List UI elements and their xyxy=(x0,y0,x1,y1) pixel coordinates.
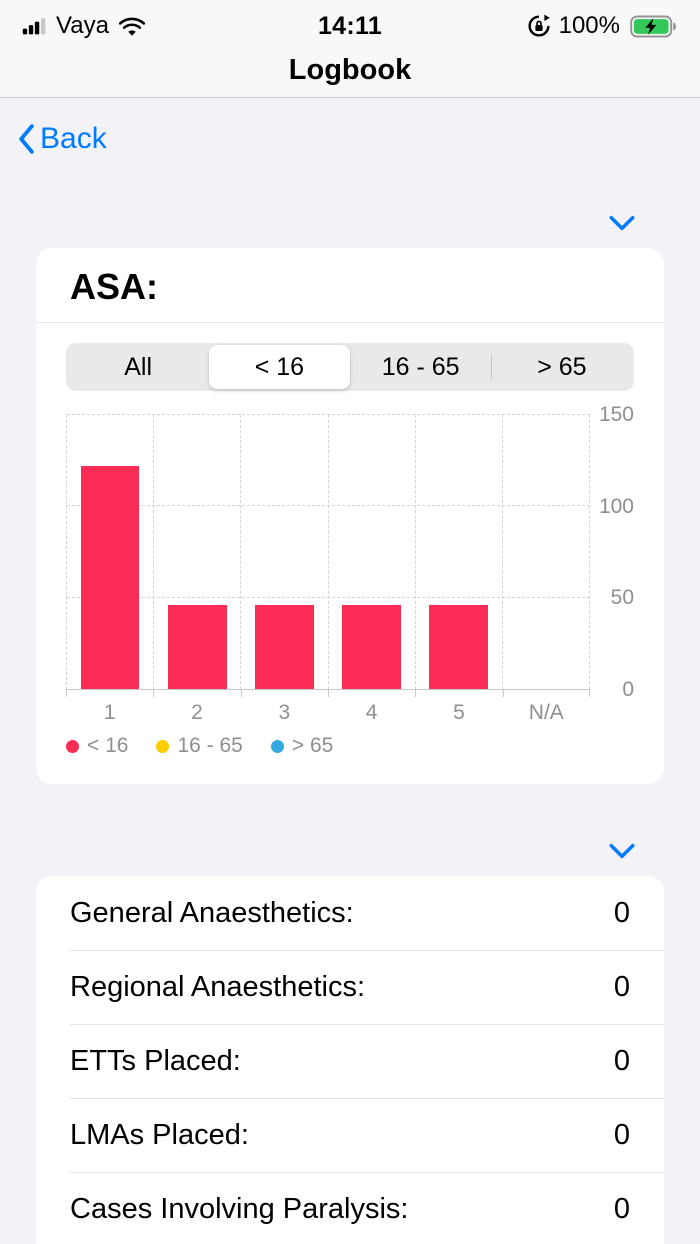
asa-card: ASA: All < 16 16 - 65 > 65 1 2 3 4 5 N/A 0 50 100 1… xyxy=(36,248,664,784)
chart-legend: < 16 16 - 65 > 65 xyxy=(66,734,664,784)
chevron-left-icon xyxy=(16,123,36,155)
navigation-bar: Vaya 14:11 xyxy=(0,0,700,98)
chart-plot-wrap: 1 2 3 4 5 N/A xyxy=(66,414,591,728)
legend-label: < 16 xyxy=(87,734,129,757)
bar-5 xyxy=(429,604,489,689)
battery-percent: 100% xyxy=(558,12,620,39)
y-tick-label: 50 xyxy=(610,586,634,610)
segment-separator xyxy=(490,354,492,380)
segment-65[interactable]: > 65 xyxy=(492,345,632,389)
axis-tick xyxy=(66,690,67,697)
chart-column-n-a xyxy=(503,415,591,689)
nav-title-row: Logbook xyxy=(0,44,700,97)
stat-value: 0 xyxy=(613,1118,630,1151)
battery-charging-icon xyxy=(630,15,678,38)
status-bar-right: 100% xyxy=(382,12,678,40)
legend-item-16-65: 16 - 65 xyxy=(156,734,243,758)
chevron-down-icon[interactable] xyxy=(608,840,636,862)
stat-label: Regional Anaesthetics: xyxy=(70,970,366,1003)
legend-dot xyxy=(156,739,170,753)
asa-card-title: ASA: xyxy=(70,266,158,307)
legend-label: 16 - 65 xyxy=(177,734,243,757)
status-time: 14:11 xyxy=(317,11,383,40)
bar-3 xyxy=(255,604,314,689)
stat-value: 0 xyxy=(613,1044,630,1077)
orientation-lock-icon xyxy=(527,14,551,38)
gridline xyxy=(67,596,590,598)
asa-bar-chart: 1 2 3 4 5 N/A 0 50 100 150 < 16 16 - 65 > 65 xyxy=(36,391,664,784)
legend-label: > 65 xyxy=(291,734,334,757)
stat-row-lmas-placed: LMAs Placed: 0 xyxy=(36,1098,664,1172)
gridline xyxy=(67,414,590,415)
back-row: Back xyxy=(16,122,700,160)
segment-16-65[interactable]: 16 - 65 xyxy=(351,345,491,389)
stat-row-general-anaesthetics: General Anaesthetics: 0 xyxy=(36,876,664,950)
carrier-label: Vaya xyxy=(56,12,109,39)
stat-label: LMAs Placed: xyxy=(70,1118,249,1151)
stat-label: General Anaesthetics: xyxy=(70,896,354,929)
y-tick-label: 0 xyxy=(622,678,634,701)
axis-tick xyxy=(328,690,329,697)
x-tick-label: 2 xyxy=(191,701,203,724)
axis-tick xyxy=(415,690,417,697)
chart-column-2 xyxy=(154,415,242,689)
stat-value: 0 xyxy=(613,1192,630,1225)
segment-16[interactable]: < 16 xyxy=(209,345,350,389)
chart-x-labels: 1 2 3 4 5 N/A xyxy=(66,698,590,728)
stat-label: Cases Involving Paralysis: xyxy=(70,1192,409,1225)
wifi-icon xyxy=(118,17,146,36)
cellular-signal-icon xyxy=(22,17,48,35)
stats-card: General Anaesthetics: 0 Regional Anaesthet… xyxy=(36,876,664,1244)
legend-item-16: < 16 xyxy=(66,734,128,758)
y-tick-label: 100 xyxy=(598,494,634,518)
axis-tick xyxy=(502,690,504,697)
legend-dot xyxy=(270,739,284,753)
legend-item-65: > 65 xyxy=(270,734,334,758)
back-button[interactable]: Back xyxy=(16,122,107,156)
stats-list: General Anaesthetics: 0 Regional Anaesthet… xyxy=(36,876,664,1244)
stat-row-regional-anaesthetics: Regional Anaesthetics: 0 xyxy=(36,950,664,1024)
chart-ticks xyxy=(66,690,590,698)
axis-tick xyxy=(589,690,590,697)
stat-value: 0 xyxy=(613,970,630,1003)
chart-column-1 xyxy=(67,415,155,689)
stats-collapse-row xyxy=(0,840,700,862)
status-bar: Vaya 14:11 xyxy=(0,0,700,44)
page-title: Logbook xyxy=(288,54,412,86)
x-tick-label: 5 xyxy=(453,701,465,724)
chart-column-4 xyxy=(329,415,416,689)
asa-collapse-row xyxy=(0,212,700,234)
back-label: Back xyxy=(40,122,107,155)
x-tick-label: N/A xyxy=(528,701,564,724)
status-bar-left: Vaya xyxy=(22,12,318,40)
bar-4 xyxy=(342,604,401,689)
x-tick-label: 4 xyxy=(365,701,378,724)
chart-plot xyxy=(66,414,591,690)
axis-tick xyxy=(240,690,242,697)
bar-2 xyxy=(167,604,227,689)
chart-column-5 xyxy=(416,415,503,689)
segment-all[interactable]: All xyxy=(68,345,208,389)
chart-y-axis: 0 50 100 150 xyxy=(590,403,664,701)
stat-row-etts-placed: ETTs Placed: 0 xyxy=(36,1024,664,1098)
asa-segmented-control: All < 16 16 - 65 > 65 xyxy=(66,343,634,391)
divider xyxy=(36,322,664,323)
bar-1 xyxy=(80,466,140,689)
x-tick-label: 1 xyxy=(103,701,116,724)
y-tick-label: 150 xyxy=(598,403,634,426)
stat-label: ETTs Placed: xyxy=(70,1044,241,1077)
axis-tick xyxy=(153,690,155,697)
gridline xyxy=(67,505,590,507)
stat-row-cases-involving-paralysis: Cases Involving Paralysis: 0 xyxy=(36,1172,664,1244)
stat-value: 0 xyxy=(613,896,630,929)
legend-dot xyxy=(66,739,79,753)
chart-column-3 xyxy=(241,415,329,689)
chart-row: 1 2 3 4 5 N/A 0 50 100 150 xyxy=(66,403,664,728)
x-tick-label: 3 xyxy=(278,701,291,724)
chevron-down-icon[interactable] xyxy=(608,212,636,234)
